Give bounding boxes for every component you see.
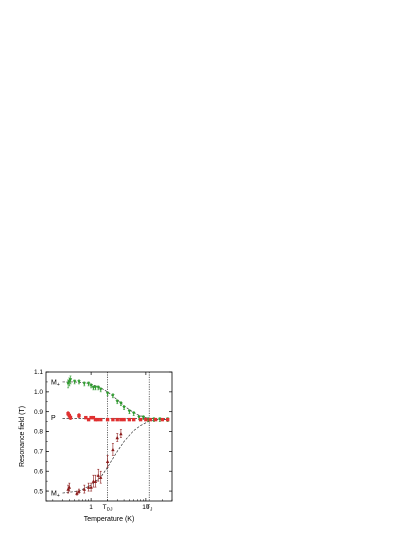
series-label-sub: +	[57, 493, 60, 499]
data-point	[111, 417, 115, 422]
series-label: M+	[51, 379, 60, 388]
vertical-line-label-sub: J	[150, 507, 153, 513]
fit-curve	[62, 419, 168, 494]
data-point	[119, 431, 123, 436]
data-point	[86, 382, 91, 386]
data-point	[127, 409, 132, 414]
data-point	[82, 487, 86, 491]
data-point	[119, 402, 123, 406]
data-point	[111, 447, 115, 452]
series-label-sub: +	[57, 382, 60, 388]
data-point	[77, 489, 81, 493]
data-point	[91, 415, 96, 420]
data-point	[144, 417, 148, 422]
data-point	[67, 380, 72, 384]
data-point	[122, 406, 126, 410]
vertical-line-label: TJ	[146, 504, 153, 513]
y-tick-label: 0.9	[34, 409, 43, 416]
data-point	[67, 413, 72, 418]
data-point	[165, 417, 170, 422]
data-point	[115, 435, 119, 440]
data-point	[72, 380, 77, 384]
data-point	[111, 394, 115, 398]
y-tick-label: 1.1	[34, 369, 43, 376]
plot-frame	[45, 371, 173, 502]
data-point	[115, 400, 119, 404]
series-labels: M+ P M+	[51, 379, 60, 499]
y-tick-label: 1.0	[34, 389, 43, 396]
data-point	[77, 380, 81, 384]
fit-curves	[62, 381, 168, 494]
data-point	[153, 417, 158, 422]
data-point	[122, 417, 126, 422]
vertical-line-label: TDJ	[103, 504, 113, 513]
data-point	[89, 485, 93, 489]
data-point	[96, 473, 100, 477]
data-point	[105, 417, 110, 422]
data-point	[138, 417, 143, 422]
data-point	[96, 386, 100, 390]
data-point	[66, 411, 70, 416]
data-point	[132, 411, 136, 416]
data-point	[93, 479, 98, 483]
x-ticks: 1 10	[52, 372, 173, 511]
data-point	[66, 487, 70, 491]
y-tick-label: 0.7	[34, 449, 43, 456]
data-point	[68, 415, 73, 420]
data-point	[86, 485, 91, 489]
data-point	[137, 415, 141, 420]
data-point	[105, 392, 110, 396]
y-tick-label: 0.5	[34, 488, 43, 495]
data-point	[93, 386, 98, 390]
data-points	[66, 375, 170, 496]
data-point	[75, 491, 79, 495]
data-point	[77, 413, 81, 418]
data-point	[105, 459, 110, 464]
vertical-line-label-sub: DJ	[107, 507, 113, 513]
data-point	[93, 417, 98, 422]
data-point	[89, 415, 93, 420]
data-point	[82, 382, 86, 386]
data-point	[99, 417, 103, 422]
data-point	[132, 417, 136, 422]
series-label: P	[51, 415, 56, 422]
data-point	[148, 417, 152, 422]
data-point	[84, 415, 88, 420]
data-point	[160, 417, 165, 422]
y-axis-title: Resonance field (T)	[19, 406, 26, 467]
data-point	[67, 485, 72, 489]
x-tick-label: 1	[89, 504, 93, 511]
y-tick-label: 0.8	[34, 429, 43, 436]
data-point	[66, 382, 70, 386]
x-tick-label: 10	[142, 504, 150, 511]
data-point	[127, 417, 132, 422]
data-point	[115, 417, 119, 422]
x-axis-title: Temperature (K)	[84, 516, 135, 523]
vertical-lines: TDJ TJ	[103, 372, 153, 513]
data-point	[141, 415, 146, 420]
data-point	[86, 417, 91, 422]
data-point	[95, 417, 100, 422]
data-point	[89, 384, 93, 388]
data-point	[68, 378, 73, 382]
y-ticks: 0.5 0.6 0.7 0.8 0.9 1.0 1.1	[34, 369, 172, 502]
series-label: M+	[51, 490, 60, 499]
data-point	[119, 417, 123, 422]
data-point	[99, 475, 103, 479]
y-tick-label: 0.6	[34, 468, 43, 475]
data-point	[99, 388, 103, 392]
